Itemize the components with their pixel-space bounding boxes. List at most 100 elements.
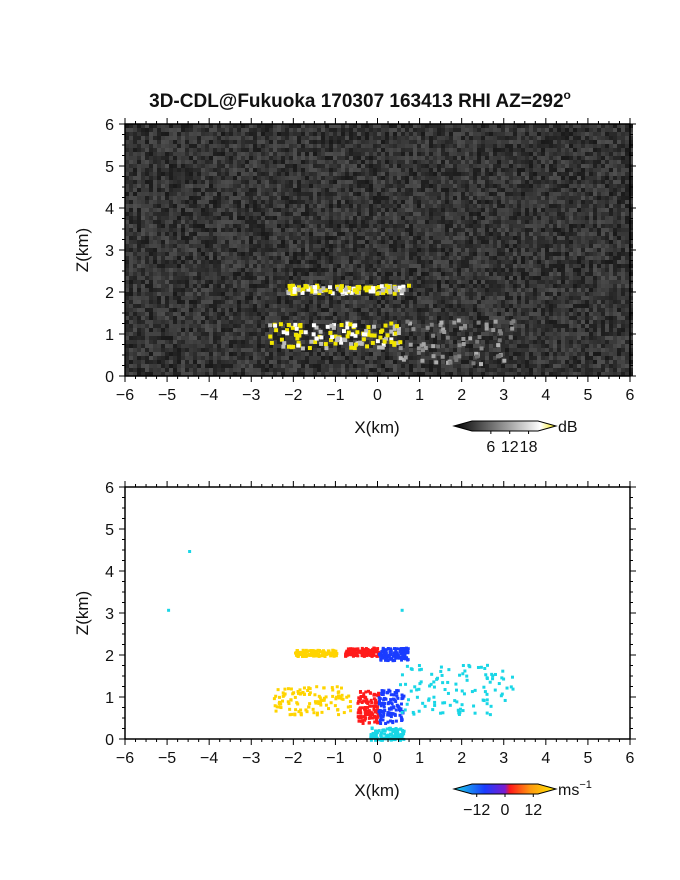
noise-pixel (317, 236, 321, 240)
noise-pixel (193, 328, 197, 332)
noise-pixel (129, 208, 133, 212)
noise-pixel (433, 132, 437, 136)
noise-pixel (249, 152, 253, 156)
noise-pixel (329, 156, 333, 160)
noise-pixel (321, 300, 325, 304)
noise-pixel (161, 308, 165, 312)
noise-pixel (201, 280, 205, 284)
noise-pixel (297, 192, 301, 196)
noise-pixel (281, 200, 285, 204)
noise-pixel (253, 128, 257, 132)
noise-pixel (273, 208, 277, 212)
noise-pixel (273, 360, 277, 364)
noise-pixel (229, 304, 233, 308)
noise-pixel (433, 140, 437, 144)
noise-pixel (129, 248, 133, 252)
noise-pixel (369, 220, 373, 224)
noise-pixel (201, 356, 205, 360)
noise-pixel (429, 320, 433, 324)
noise-pixel (269, 348, 273, 352)
noise-pixel (213, 200, 217, 204)
noise-pixel (141, 324, 145, 328)
noise-pixel (177, 136, 181, 140)
noise-pixel (273, 156, 277, 160)
noise-pixel (437, 168, 441, 172)
noise-pixel (213, 208, 217, 212)
noise-pixel (205, 152, 209, 156)
noise-pixel (189, 340, 193, 344)
noise-pixel (165, 312, 169, 316)
noise-pixel (197, 148, 201, 152)
noise-pixel (309, 244, 313, 248)
noise-pixel (221, 360, 225, 364)
noise-pixel (201, 132, 205, 136)
noise-pixel (385, 188, 389, 192)
noise-pixel (381, 208, 385, 212)
noise-pixel (285, 180, 289, 184)
noise-pixel (137, 192, 141, 196)
noise-pixel (213, 352, 217, 356)
noise-pixel (341, 132, 345, 136)
noise-pixel (177, 240, 181, 244)
noise-pixel (409, 328, 413, 332)
noise-pixel (253, 252, 257, 256)
noise-pixel (257, 156, 261, 160)
noise-pixel (325, 320, 329, 324)
noise-pixel (161, 156, 165, 160)
noise-pixel (437, 276, 441, 280)
noise-pixel (337, 252, 341, 256)
noise-pixel (169, 220, 173, 224)
noise-pixel (357, 164, 361, 168)
noise-pixel (281, 272, 285, 276)
noise-pixel (409, 272, 413, 276)
noise-pixel (313, 228, 317, 232)
noise-pixel (385, 348, 389, 352)
noise-pixel (305, 328, 309, 332)
noise-pixel (157, 188, 161, 192)
noise-pixel (421, 320, 425, 324)
noise-pixel (141, 260, 145, 264)
noise-pixel (249, 288, 253, 292)
noise-pixel (129, 368, 133, 372)
noise-pixel (397, 224, 401, 228)
noise-pixel (349, 196, 353, 200)
noise-pixel (409, 172, 413, 176)
noise-pixel (125, 128, 129, 132)
noise-pixel (193, 352, 197, 356)
noise-pixel (333, 144, 337, 148)
noise-pixel (301, 256, 305, 260)
noise-pixel (413, 184, 417, 188)
noise-pixel (145, 360, 149, 364)
noise-pixel (157, 372, 161, 376)
noise-pixel (137, 328, 141, 332)
noise-pixel (377, 244, 381, 248)
noise-pixel (177, 176, 181, 180)
noise-pixel (145, 232, 149, 236)
noise-pixel (329, 140, 333, 144)
noise-pixel (361, 224, 365, 228)
noise-pixel (225, 284, 229, 288)
noise-pixel (177, 316, 181, 320)
noise-pixel (157, 140, 161, 144)
noise-pixel (137, 160, 141, 164)
noise-pixel (429, 236, 433, 240)
noise-pixel (385, 248, 389, 252)
noise-pixel (313, 328, 317, 332)
noise-pixel (233, 312, 237, 316)
noise-pixel (137, 136, 141, 140)
noise-pixel (213, 228, 217, 232)
noise-pixel (281, 132, 285, 136)
noise-pixel (241, 140, 245, 144)
noise-pixel (145, 296, 149, 300)
noise-pixel (185, 360, 189, 364)
noise-pixel (313, 256, 317, 260)
noise-pixel (129, 244, 133, 248)
noise-pixel (261, 236, 265, 240)
noise-pixel (209, 240, 213, 244)
noise-pixel (197, 176, 201, 180)
noise-pixel (193, 340, 197, 344)
noise-pixel (149, 144, 153, 148)
noise-pixel (145, 216, 149, 220)
noise-pixel (241, 256, 245, 260)
noise-pixel (153, 312, 157, 316)
